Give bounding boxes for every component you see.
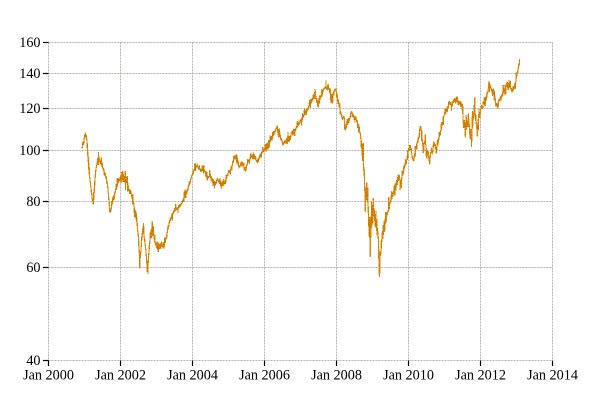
svg-text:100: 100: [19, 143, 40, 159]
svg-text:160: 160: [19, 35, 40, 51]
svg-text:60: 60: [26, 260, 40, 276]
svg-text:140: 140: [19, 66, 40, 82]
svg-text:Jan 2000: Jan 2000: [23, 368, 74, 384]
svg-text:Jan 2012: Jan 2012: [455, 368, 506, 384]
svg-text:Jan 2006: Jan 2006: [239, 368, 290, 384]
svg-text:80: 80: [26, 194, 40, 210]
svg-text:Jan 2014: Jan 2014: [527, 368, 578, 384]
svg-text:Jan 2002: Jan 2002: [95, 368, 146, 384]
svg-text:Jan 2010: Jan 2010: [383, 368, 434, 384]
svg-text:Jan 2004: Jan 2004: [167, 368, 218, 384]
svg-text:120: 120: [19, 101, 40, 117]
svg-text:40: 40: [26, 353, 40, 369]
svg-text:Jan 2008: Jan 2008: [311, 368, 362, 384]
